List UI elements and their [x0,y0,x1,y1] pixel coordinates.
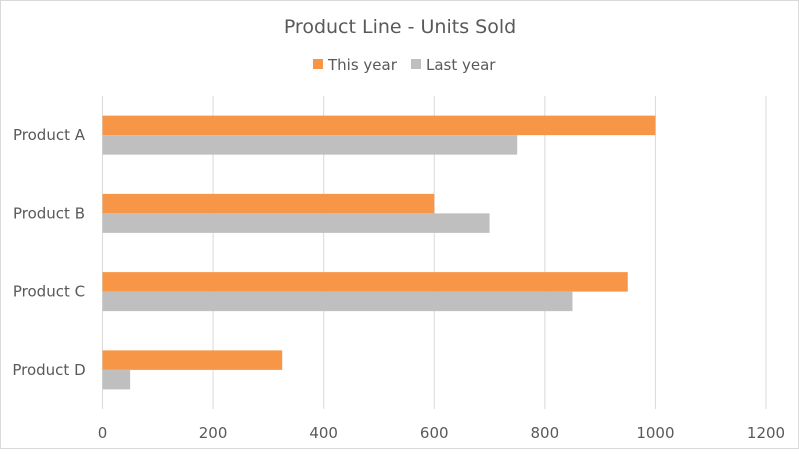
labels: 0 200 400 600 800 1000 1200 Product A Product B P… [12,126,785,442]
bar-last-year [102,213,490,233]
bar-this-year [102,272,628,292]
x-tick-label: 800 [531,424,560,442]
category-label: Product B [13,204,85,222]
legend-swatch [411,59,421,69]
bar-last-year [102,291,573,312]
category-label: Product C [13,283,85,301]
legend-label: This year [327,56,398,74]
x-tick-label: 1200 [747,424,785,442]
bar-this-year [102,193,435,214]
x-tick-label: 200 [199,424,228,442]
bar-last-year [102,369,131,390]
bar-this-year [102,115,656,136]
category-label: Product D [12,361,85,379]
legend: This year Last year [313,56,496,74]
x-tick-label: 400 [309,424,338,442]
x-tick-label: 1000 [636,424,674,442]
legend-label: Last year [426,56,496,74]
category-label: Product A [13,126,86,144]
x-tick-label: 0 [98,424,108,442]
chart-title: Product Line - Units Sold [284,16,516,38]
bar-this-year [102,350,283,370]
legend-swatch [313,59,323,69]
x-tick-label: 600 [420,424,449,442]
bar-last-year [102,135,518,155]
bars [102,115,656,390]
